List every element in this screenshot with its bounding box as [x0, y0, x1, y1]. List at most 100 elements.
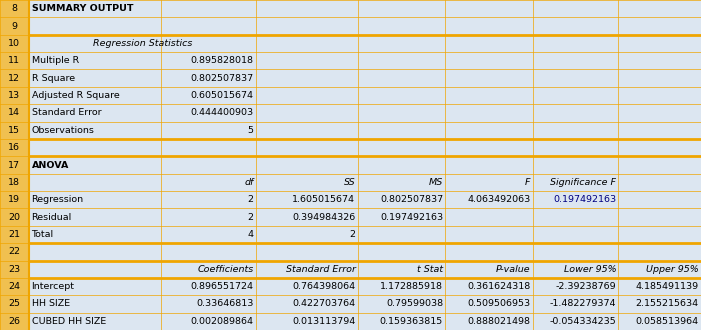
Bar [29, 260, 701, 278]
Bar [29, 313, 701, 330]
Text: 23: 23 [8, 265, 20, 274]
Text: -2.39238769: -2.39238769 [556, 282, 616, 291]
Text: 0.802507837: 0.802507837 [191, 74, 254, 82]
Bar [29, 87, 701, 104]
Bar [0, 70, 29, 87]
Text: 19: 19 [8, 195, 20, 204]
Text: 0.197492163: 0.197492163 [380, 213, 443, 222]
Text: 25: 25 [8, 299, 20, 309]
Text: 0.394984326: 0.394984326 [292, 213, 355, 222]
Bar [0, 35, 29, 52]
Text: 8: 8 [11, 4, 18, 13]
Text: 17: 17 [8, 160, 20, 170]
Text: 2: 2 [247, 195, 254, 204]
Text: Multiple R: Multiple R [32, 56, 79, 65]
Text: 0.197492163: 0.197492163 [553, 195, 616, 204]
Text: 0.159363815: 0.159363815 [380, 317, 443, 326]
Bar [29, 191, 701, 209]
Bar [0, 313, 29, 330]
Text: 0.058513964: 0.058513964 [636, 317, 699, 326]
Bar [29, 243, 701, 260]
Text: 24: 24 [8, 282, 20, 291]
Bar [29, 295, 701, 313]
Text: 0.33646813: 0.33646813 [196, 299, 254, 309]
Text: F: F [525, 178, 531, 187]
Bar [29, 70, 701, 87]
Text: 4.185491139: 4.185491139 [636, 282, 699, 291]
Bar [29, 174, 701, 191]
Text: 26: 26 [8, 317, 20, 326]
Text: 16: 16 [8, 143, 20, 152]
Text: 11: 11 [8, 56, 20, 65]
Text: 0.013113794: 0.013113794 [292, 317, 355, 326]
Bar [29, 156, 701, 174]
Bar [0, 295, 29, 313]
Bar [29, 209, 701, 226]
Text: 0.888021498: 0.888021498 [468, 317, 531, 326]
Text: 2: 2 [247, 213, 254, 222]
Bar [0, 104, 29, 121]
Text: Observations: Observations [32, 126, 95, 135]
Text: 2.155215634: 2.155215634 [636, 299, 699, 309]
Text: Regression Statistics: Regression Statistics [93, 39, 192, 48]
Text: Lower 95%: Lower 95% [564, 265, 616, 274]
Text: 0.896551724: 0.896551724 [191, 282, 254, 291]
Text: 0.802507837: 0.802507837 [380, 195, 443, 204]
Text: R Square: R Square [32, 74, 75, 82]
Text: 0.764398064: 0.764398064 [292, 282, 355, 291]
Text: Standard Error: Standard Error [32, 108, 101, 117]
Text: 1.605015674: 1.605015674 [292, 195, 355, 204]
Text: HH SIZE: HH SIZE [32, 299, 69, 309]
Text: 4: 4 [247, 230, 254, 239]
Text: Adjusted R Square: Adjusted R Square [32, 91, 119, 100]
Text: 0.444400903: 0.444400903 [191, 108, 254, 117]
Text: 0.002089864: 0.002089864 [191, 317, 254, 326]
Text: P-value: P-value [496, 265, 531, 274]
Text: ANOVA: ANOVA [32, 160, 69, 170]
Text: 9: 9 [11, 21, 18, 31]
Bar [0, 209, 29, 226]
Text: -1.482279374: -1.482279374 [550, 299, 616, 309]
Text: Coefficients: Coefficients [198, 265, 254, 274]
Text: 20: 20 [8, 213, 20, 222]
Bar [0, 87, 29, 104]
Bar [29, 121, 701, 139]
Text: t Stat: t Stat [417, 265, 443, 274]
Text: 15: 15 [8, 126, 20, 135]
Text: Total: Total [32, 230, 54, 239]
Bar [29, 52, 701, 70]
Bar [29, 139, 701, 156]
Text: 0.509506953: 0.509506953 [468, 299, 531, 309]
Text: SS: SS [343, 178, 355, 187]
Bar [0, 52, 29, 70]
Text: df: df [245, 178, 254, 187]
Text: 5: 5 [247, 126, 254, 135]
Bar [0, 278, 29, 295]
Bar [0, 174, 29, 191]
Bar [0, 260, 29, 278]
Text: Intercept: Intercept [32, 282, 74, 291]
Text: Upper 95%: Upper 95% [646, 265, 699, 274]
Text: CUBED HH SIZE: CUBED HH SIZE [32, 317, 106, 326]
Bar [0, 121, 29, 139]
Bar [29, 278, 701, 295]
Text: 10: 10 [8, 39, 20, 48]
Bar [0, 226, 29, 243]
Bar [29, 17, 701, 35]
Text: 2: 2 [349, 230, 355, 239]
Text: Residual: Residual [32, 213, 72, 222]
Bar [0, 243, 29, 260]
Bar [0, 139, 29, 156]
Text: 0.422703764: 0.422703764 [292, 299, 355, 309]
Bar [29, 104, 701, 121]
Text: 0.895828018: 0.895828018 [191, 56, 254, 65]
Text: 18: 18 [8, 178, 20, 187]
Text: 13: 13 [8, 91, 20, 100]
Bar [0, 156, 29, 174]
Text: 0.79599038: 0.79599038 [386, 299, 443, 309]
Bar [0, 191, 29, 209]
Text: Significance F: Significance F [550, 178, 616, 187]
Text: 0.605015674: 0.605015674 [191, 91, 254, 100]
Text: 1.172885918: 1.172885918 [380, 282, 443, 291]
Bar [0, 0, 29, 17]
